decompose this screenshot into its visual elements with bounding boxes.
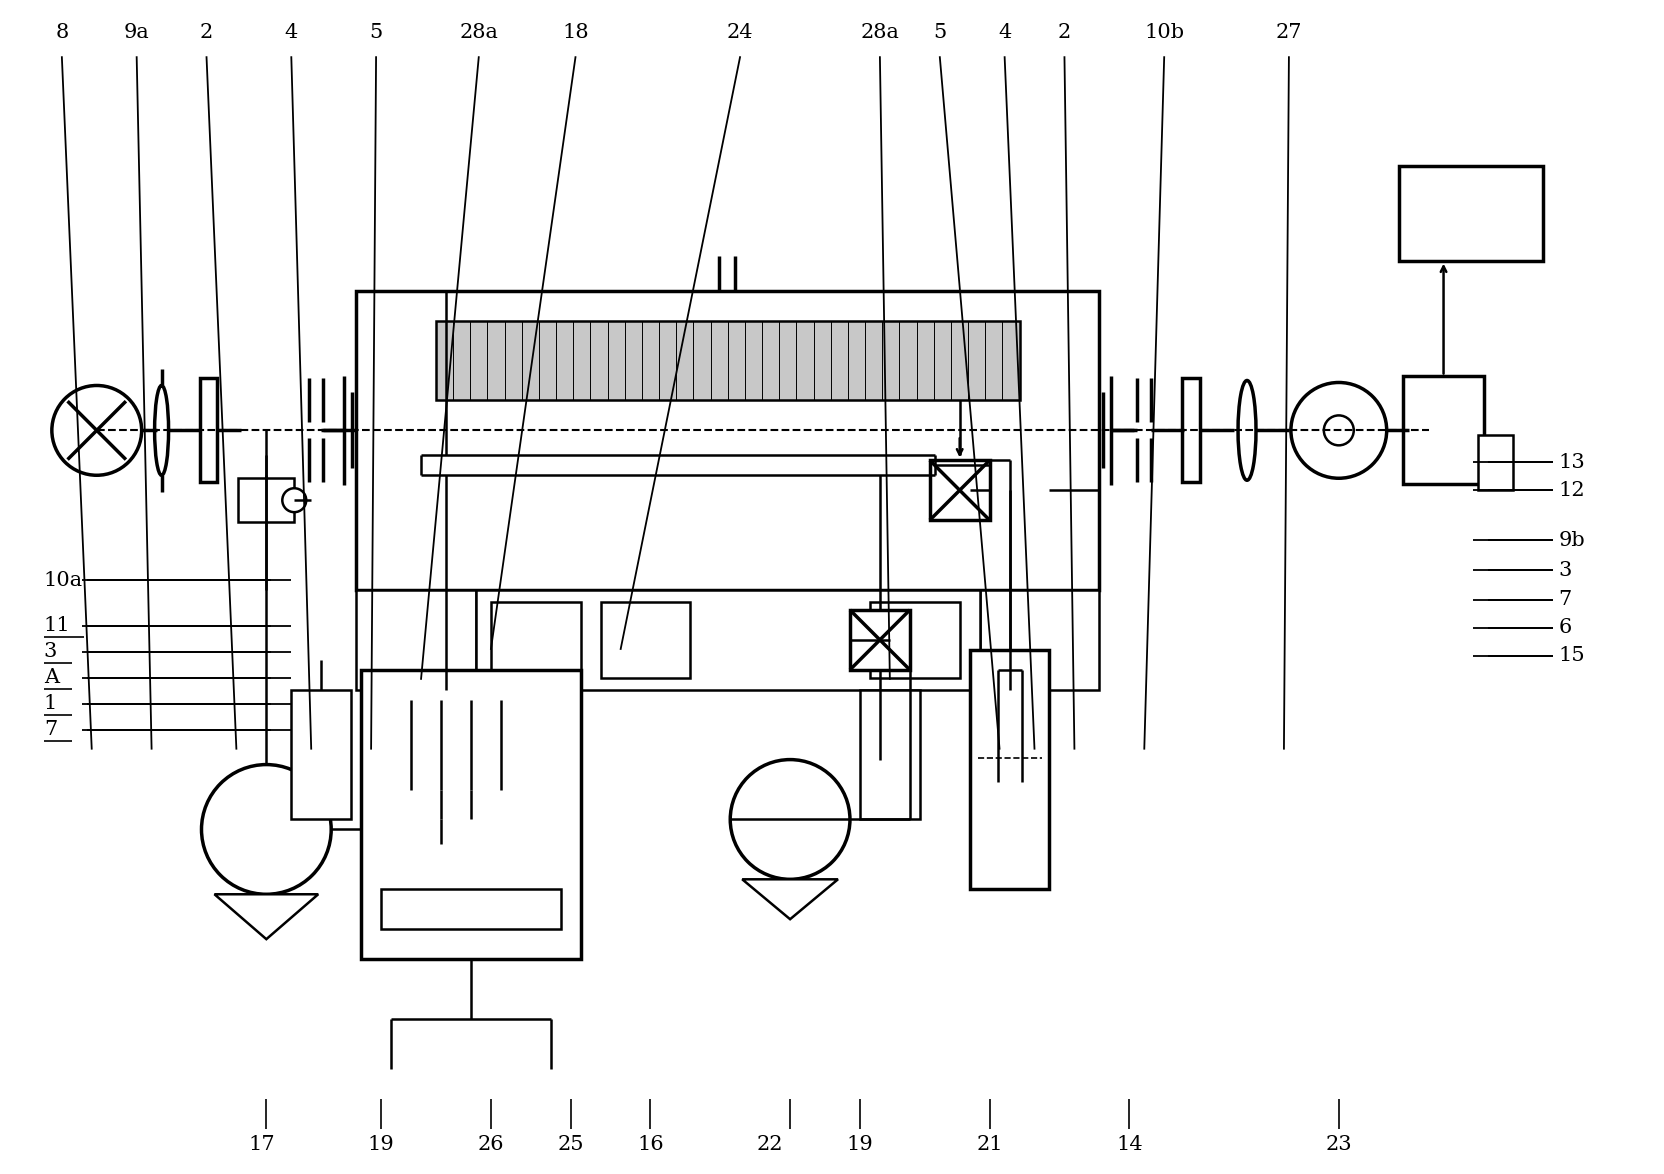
Bar bbox=[291, 690, 351, 819]
Text: 9a: 9a bbox=[123, 23, 150, 42]
Text: 6: 6 bbox=[1558, 619, 1571, 637]
Text: 7: 7 bbox=[1558, 591, 1571, 609]
Text: 24: 24 bbox=[727, 23, 754, 42]
Bar bbox=[436, 321, 1018, 400]
Text: 17: 17 bbox=[248, 1134, 275, 1154]
Circle shape bbox=[201, 764, 331, 895]
Text: 4: 4 bbox=[997, 23, 1010, 42]
Bar bbox=[476, 591, 978, 690]
Bar bbox=[601, 602, 691, 677]
Text: 10b: 10b bbox=[1143, 23, 1183, 42]
Bar bbox=[381, 889, 561, 929]
Text: 5: 5 bbox=[369, 23, 383, 42]
Text: 2: 2 bbox=[1057, 23, 1070, 42]
Text: 11: 11 bbox=[43, 616, 70, 635]
Bar bbox=[356, 591, 476, 690]
Text: 10a: 10a bbox=[43, 571, 83, 589]
Text: 28a: 28a bbox=[459, 23, 498, 42]
Bar bbox=[1478, 436, 1513, 491]
Bar bbox=[929, 460, 988, 520]
Text: 21: 21 bbox=[975, 1134, 1002, 1154]
Text: A: A bbox=[43, 668, 58, 687]
Bar bbox=[968, 650, 1048, 889]
Circle shape bbox=[283, 488, 306, 512]
Text: 19: 19 bbox=[845, 1134, 874, 1154]
Text: 16: 16 bbox=[637, 1134, 664, 1154]
Ellipse shape bbox=[1238, 380, 1255, 480]
Text: 4: 4 bbox=[285, 23, 298, 42]
Bar bbox=[356, 291, 1098, 591]
Text: 8: 8 bbox=[55, 23, 68, 42]
Bar bbox=[491, 602, 581, 677]
Polygon shape bbox=[215, 895, 318, 939]
Text: 13: 13 bbox=[1558, 453, 1584, 472]
Text: 2: 2 bbox=[200, 23, 213, 42]
Polygon shape bbox=[1408, 383, 1478, 478]
Text: 5: 5 bbox=[932, 23, 945, 42]
Ellipse shape bbox=[155, 385, 168, 475]
Text: 25: 25 bbox=[557, 1134, 584, 1154]
Text: 9b: 9b bbox=[1558, 531, 1584, 549]
Text: 7: 7 bbox=[43, 720, 57, 740]
Circle shape bbox=[1290, 383, 1386, 478]
Text: 14: 14 bbox=[1115, 1134, 1142, 1154]
Bar bbox=[238, 478, 295, 522]
Text: 12: 12 bbox=[1558, 480, 1584, 500]
Text: 27: 27 bbox=[1275, 23, 1301, 42]
Text: 28a: 28a bbox=[860, 23, 899, 42]
Text: 3: 3 bbox=[43, 642, 57, 661]
Circle shape bbox=[730, 760, 849, 879]
Polygon shape bbox=[742, 879, 837, 919]
Text: 3: 3 bbox=[1558, 560, 1571, 580]
Bar bbox=[200, 378, 218, 483]
Bar bbox=[859, 690, 919, 819]
Text: 18: 18 bbox=[562, 23, 589, 42]
Bar bbox=[1401, 377, 1484, 484]
Bar bbox=[1398, 166, 1543, 261]
Circle shape bbox=[1323, 416, 1353, 445]
Text: 23: 23 bbox=[1325, 1134, 1351, 1154]
Bar bbox=[849, 610, 909, 670]
Bar bbox=[978, 591, 1098, 690]
Bar bbox=[361, 670, 581, 959]
Bar bbox=[1181, 378, 1200, 483]
Text: 19: 19 bbox=[368, 1134, 394, 1154]
Text: 1: 1 bbox=[43, 694, 57, 714]
Bar bbox=[869, 602, 958, 677]
Circle shape bbox=[52, 385, 141, 475]
Text: 15: 15 bbox=[1558, 647, 1584, 666]
Text: 22: 22 bbox=[757, 1134, 784, 1154]
Text: 26: 26 bbox=[478, 1134, 504, 1154]
